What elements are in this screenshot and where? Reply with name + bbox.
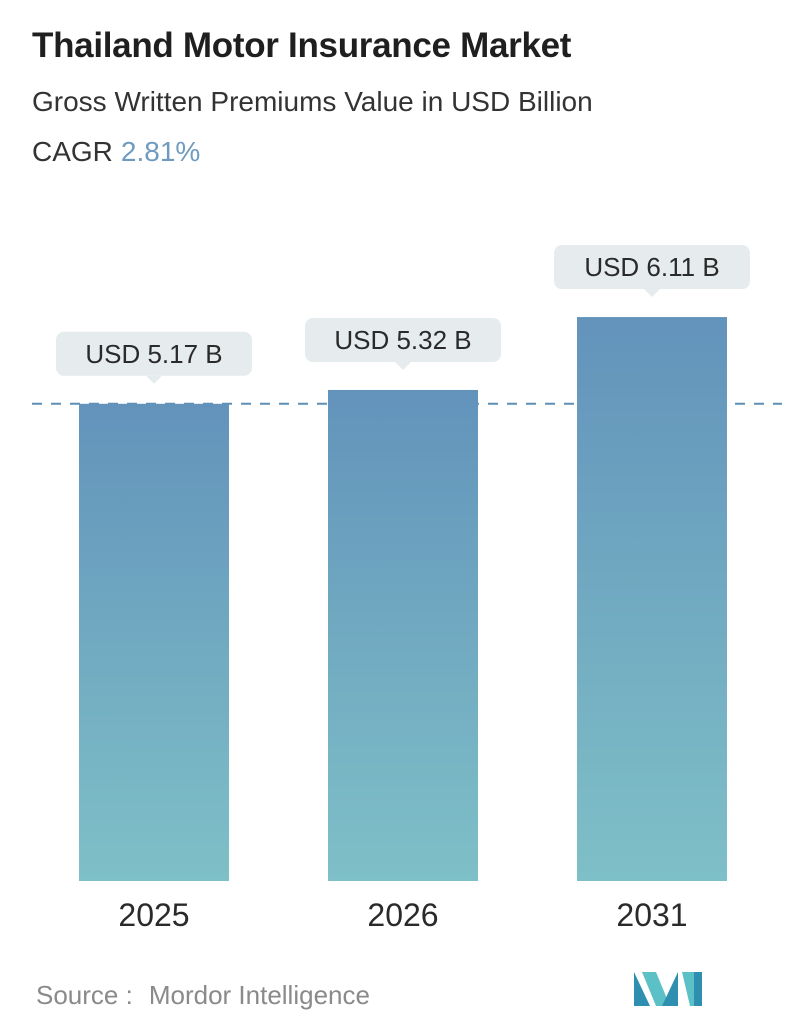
bar-2025 [79,403,229,881]
chart-subtitle: Gross Written Premiums Value in USD Bill… [32,86,593,117]
data-label-text: USD 5.17 B [85,339,222,369]
data-label-pointer [644,289,660,298]
cagr-label: CAGR [32,136,113,167]
x-tick-label-2031: 2031 [616,897,687,933]
cagr-row: CAGR 2.81% [32,136,200,168]
bar-chart: USD 5.17 B USD 5.32 B USD 6.11 B 2025 2026 2… [32,245,782,933]
data-label-2025: USD 5.17 B [56,331,252,384]
data-label-pointer [395,361,411,370]
data-label-2026: USD 5.32 B [305,317,501,370]
data-label-2031: USD 6.11 B [554,245,750,298]
bar-2031 [577,317,727,881]
x-tick-label-2025: 2025 [118,897,189,933]
mordor-intelligence-logo-icon [634,972,702,1006]
data-label-box [56,331,252,376]
data-label-box [554,245,750,290]
chart-title: Thailand Motor Insurance Market [32,26,572,65]
bar-2026 [328,389,478,881]
data-label-text: USD 5.32 B [334,325,471,355]
cagr-value: 2.81% [120,136,201,167]
source-label: Source : [36,980,133,1010]
source-line: Source : Mordor Intelligence [36,980,370,1011]
data-label-box [305,317,501,362]
data-label-pointer [146,375,162,384]
x-tick-label-2026: 2026 [367,897,438,933]
data-label-text: USD 6.11 B [584,252,719,282]
source-value: Mordor Intelligence [148,980,370,1010]
